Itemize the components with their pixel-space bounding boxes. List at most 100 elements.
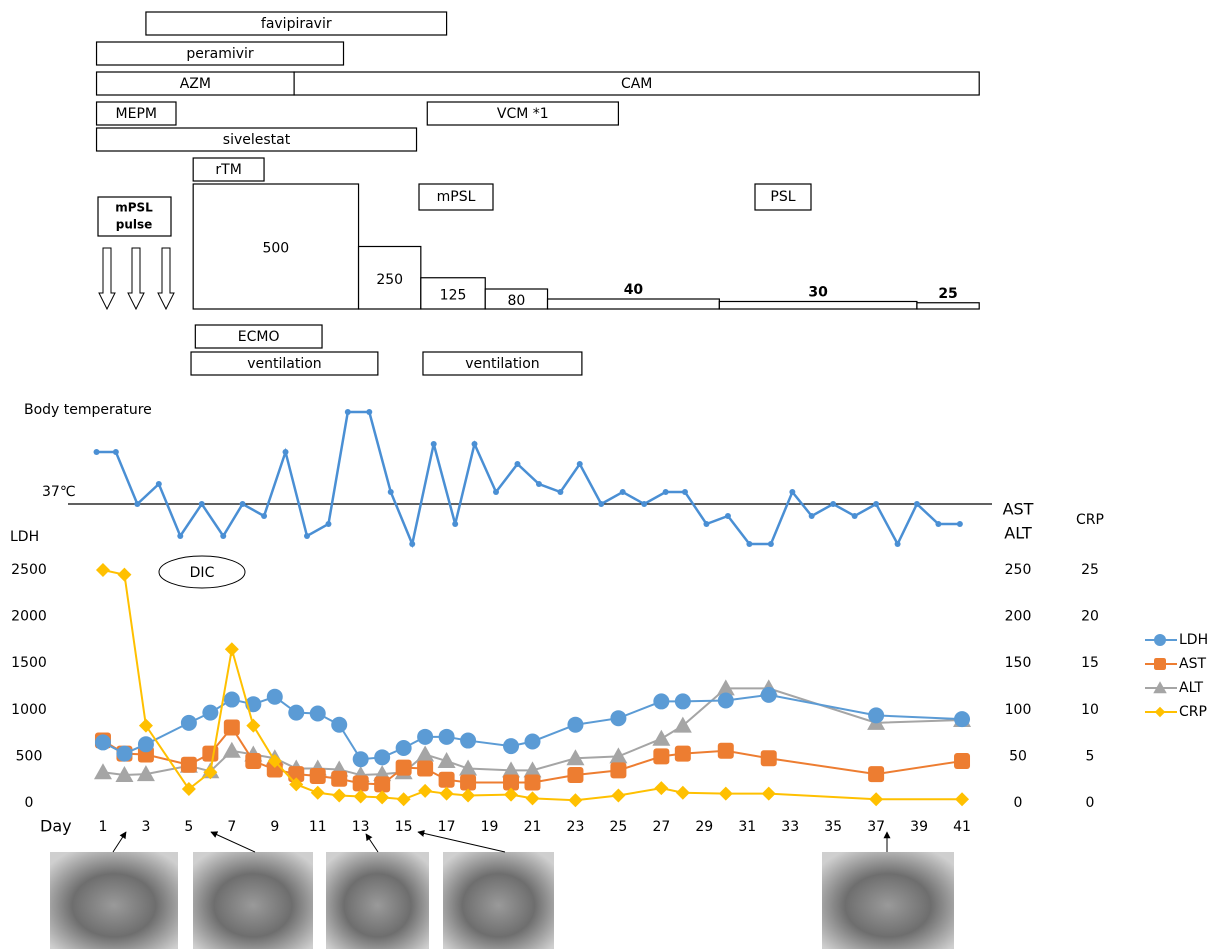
series-marker (95, 734, 111, 750)
series-marker (417, 761, 433, 777)
annotation: DIC (190, 565, 215, 581)
tick-label-y: 1500 (11, 655, 47, 671)
tick-label-y: 0 (25, 795, 34, 811)
series-marker (525, 774, 541, 790)
temperature-point (156, 481, 162, 487)
series-marker (311, 786, 325, 800)
temperature-point (283, 449, 289, 455)
series-marker (202, 746, 218, 762)
series-marker (245, 753, 261, 769)
series-marker (96, 563, 110, 577)
dose-label: 30 (808, 285, 828, 301)
x-tick-label: 41 (953, 819, 971, 835)
x-tick-label: 15 (395, 819, 413, 835)
treatment-label: peramivir (186, 46, 254, 62)
series-marker (609, 747, 627, 763)
temperature-point (472, 441, 478, 447)
temperature-point (746, 541, 752, 547)
temperature-point (703, 521, 709, 527)
series-marker (526, 791, 540, 805)
temperature-point (345, 409, 351, 415)
x-tick-label: 11 (309, 819, 327, 835)
pulse-label: mPSL (115, 201, 153, 215)
x-tick-label: 37 (867, 819, 885, 835)
legend-marker (1154, 658, 1166, 670)
series-marker (116, 746, 132, 762)
x-tick-label: 35 (824, 819, 842, 835)
tick-label-y2: 200 (1005, 609, 1032, 625)
series-marker (460, 733, 476, 749)
series-marker (331, 771, 347, 787)
x-tick-label: 21 (524, 819, 542, 835)
series-marker (718, 692, 734, 708)
series-marker (568, 793, 582, 807)
tick-label-y2: 50 (1009, 748, 1027, 764)
series-marker (868, 707, 884, 723)
series-marker (718, 743, 734, 759)
legend-label: ALT (1179, 680, 1203, 696)
series-marker (310, 706, 326, 722)
tick-label-y2: 100 (1005, 702, 1032, 718)
dose-label: 40 (624, 282, 644, 298)
series-marker (761, 687, 777, 703)
treatment-label: ventilation (465, 356, 539, 372)
temperature-point (641, 501, 647, 507)
series-marker (374, 776, 390, 792)
x-tick-label: 3 (141, 819, 150, 835)
series-marker (418, 784, 432, 798)
temperature-point (873, 501, 879, 507)
series-marker (223, 742, 241, 758)
temperature-point (852, 513, 858, 519)
temperature-point (177, 533, 183, 539)
series-marker (439, 772, 455, 788)
tick-label-y3: 10 (1081, 702, 1099, 718)
steroid-label: mPSL (437, 189, 476, 205)
treatment-label: CAM (621, 76, 652, 92)
tick-label-y2: 0 (1014, 795, 1023, 811)
temperature-point (957, 521, 963, 527)
treatment-label: VCM *1 (497, 106, 549, 122)
legend-marker (1155, 707, 1166, 718)
treatment-label: MEPM (116, 106, 157, 122)
series-marker (354, 789, 368, 803)
tick-label-y: 2000 (11, 609, 47, 625)
tick-label-y3: 20 (1081, 609, 1099, 625)
series-marker (954, 711, 970, 727)
x-axis-label: Day (40, 817, 72, 836)
x-tick-label: 5 (184, 819, 193, 835)
tick-label-y2: 250 (1005, 562, 1032, 578)
dose-label: 500 (262, 241, 289, 257)
tick-label-y: 1000 (11, 702, 47, 718)
reference-label: 37℃ (42, 484, 76, 500)
series-marker (719, 787, 733, 801)
xray-arrows (113, 832, 887, 852)
series-marker (181, 715, 197, 731)
series-marker (610, 710, 626, 726)
temperature-point (113, 449, 119, 455)
tick-label-y3: 15 (1081, 655, 1099, 671)
xray-images (50, 852, 954, 949)
pulse-arrows (99, 248, 174, 309)
series-marker (676, 786, 690, 800)
x-tick-label: 23 (567, 819, 585, 835)
temperature-point (809, 513, 815, 519)
series-marker (267, 689, 283, 705)
series-marker (246, 719, 260, 733)
x-tick-label: 19 (481, 819, 499, 835)
series-marker (653, 693, 669, 709)
treatment-label: ventilation (247, 356, 321, 372)
temperature-point (240, 501, 246, 507)
temperature-point (366, 409, 372, 415)
series-marker (353, 751, 369, 767)
y2-axis-label: ALT (1004, 524, 1032, 543)
series-marker (954, 753, 970, 769)
legend-label: AST (1179, 656, 1206, 672)
series-marker (525, 733, 541, 749)
series-marker (202, 705, 218, 721)
series-marker (94, 763, 112, 779)
steroid-label: PSL (770, 189, 795, 205)
temperature-point (682, 489, 688, 495)
legend-marker (1154, 634, 1166, 646)
y3-axis-label: CRP (1076, 512, 1104, 528)
y-axis-label: LDH (10, 529, 39, 545)
